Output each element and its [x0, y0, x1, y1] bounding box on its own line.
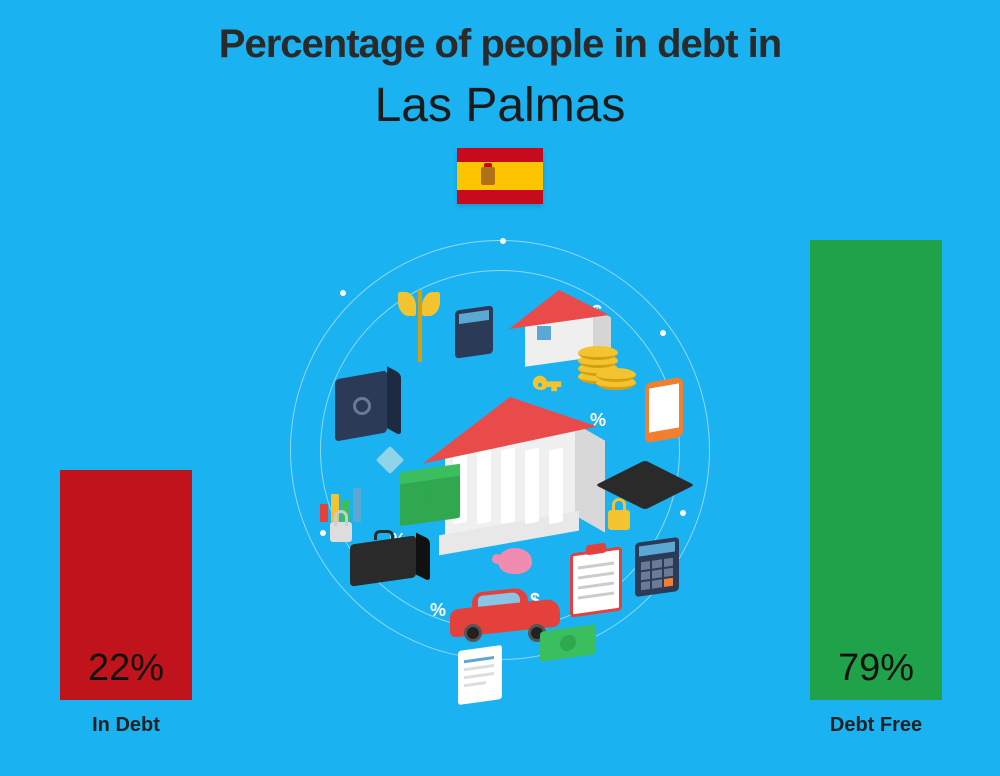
calculator-icon: [635, 540, 683, 598]
briefcase-icon: [350, 540, 428, 596]
bar-debt-free: 79% Debt Free: [810, 240, 942, 737]
bar-in-debt-label: In Debt: [92, 714, 160, 737]
safe-icon: [335, 375, 397, 447]
page-subtitle: Las Palmas: [0, 78, 1000, 133]
bar-in-debt: 22% In Debt: [60, 470, 192, 737]
padlock-icon: [330, 522, 352, 542]
piggy-bank-icon: [498, 548, 532, 574]
percent-icon: %: [430, 600, 446, 621]
bar-in-debt-value: 22%: [88, 647, 164, 690]
spain-flag-icon: [457, 148, 543, 204]
padlock-icon: [608, 510, 630, 530]
caduceus-icon: [400, 290, 440, 370]
smartphone-icon: [645, 380, 687, 446]
document-icon: [458, 645, 502, 705]
cash-stack-icon: [400, 468, 470, 528]
banknote-icon: [540, 624, 596, 662]
calculator-icon: [455, 308, 497, 360]
bar-debt-free-rect: 79%: [810, 240, 942, 700]
clipboard-icon: [570, 550, 630, 622]
bar-in-debt-rect: 22%: [60, 470, 192, 700]
bar-debt-free-label: Debt Free: [830, 714, 922, 737]
bar-debt-free-value: 79%: [838, 647, 914, 690]
finance-icons-graphic: % % % $ $ $: [280, 230, 720, 670]
page-title: Percentage of people in debt in: [0, 22, 1000, 67]
graduation-cap-icon: [610, 450, 686, 494]
